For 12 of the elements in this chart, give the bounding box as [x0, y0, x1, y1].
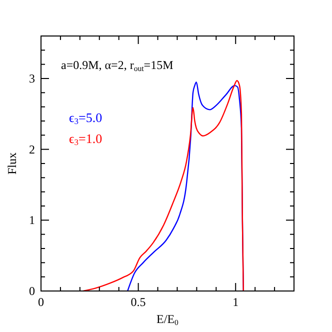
- y-tick-label: 2: [29, 142, 35, 156]
- x-tick-label: 0: [38, 295, 44, 309]
- x-tick-label: 1: [232, 295, 239, 309]
- y-tick-label: 1: [29, 213, 35, 228]
- x-tick-label: 0.5: [130, 295, 146, 309]
- y-axis-title: Flux: [5, 152, 19, 175]
- y-tick-label: 0: [29, 284, 35, 298]
- text: ϵ$_{3}$=5.0: [69, 110, 102, 126]
- annotation: a=0.9M, α=2, r$_{out}$=15M: [61, 58, 174, 73]
- y-tick-label: 3: [29, 72, 35, 86]
- text: ϵ$_{3}$=1.0: [69, 131, 102, 147]
- x-axis-title: E/E$_{0}$: [156, 312, 179, 327]
